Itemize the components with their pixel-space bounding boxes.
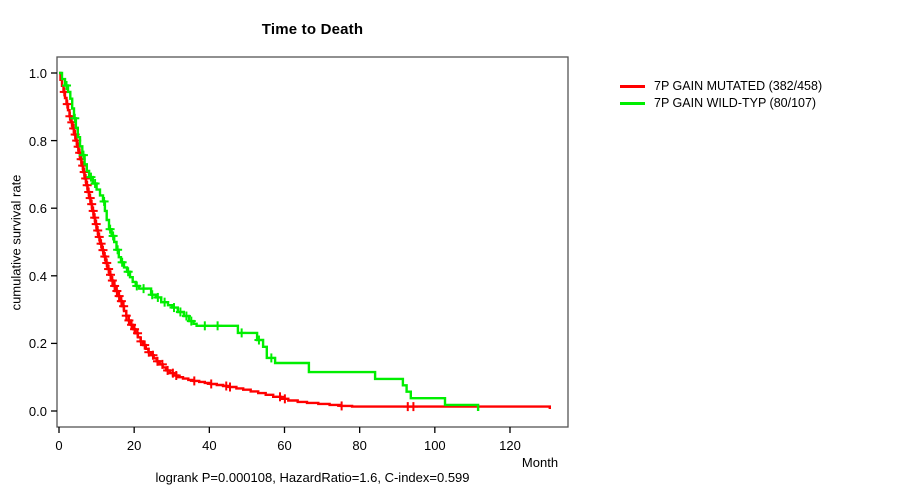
plot-box [56,56,569,428]
chart-title: Time to Death [261,21,364,38]
y-tick-label: 0.4 [28,268,47,284]
logrank-stats: logrank P=0.000108, HazardRatio=1.6, C-i… [155,470,470,485]
legend-line-red [620,84,645,88]
x-tick-label: 20 [126,438,142,453]
y-tick-label: 0.0 [28,404,47,419]
legend-line-green [620,101,645,105]
survival-curve-wildtype [59,71,480,411]
x-tick-label: 60 [277,438,292,453]
y-tick-label: 0.2 [28,336,47,352]
x-axis-title: Month [521,455,559,470]
x-tick-label: 0 [55,438,63,453]
legend-label-mutated: 7P GAIN MUTATED (382/458) [654,79,823,93]
legend: 7P GAIN MUTATED (382/458) 7P GAIN WILD-T… [620,79,822,110]
legend-item-wildtype: 7P GAIN WILD-TYP (80/107) [620,96,822,110]
survival-curve-mutated [59,71,551,409]
legend-label-wildtype: 7P GAIN WILD-TYP (80/107) [654,96,817,110]
legend-item-mutated: 7P GAIN MUTATED (382/458) [620,79,822,93]
y-tick-label: 0.8 [28,133,47,149]
x-tick-label: 80 [352,438,367,453]
x-tick-label: 120 [499,438,521,453]
y-tick-label: 0.6 [28,201,47,217]
x-tick-label: 100 [423,438,446,453]
y-tick-label: 1.0 [28,66,47,81]
x-tick-label: 40 [202,438,217,453]
